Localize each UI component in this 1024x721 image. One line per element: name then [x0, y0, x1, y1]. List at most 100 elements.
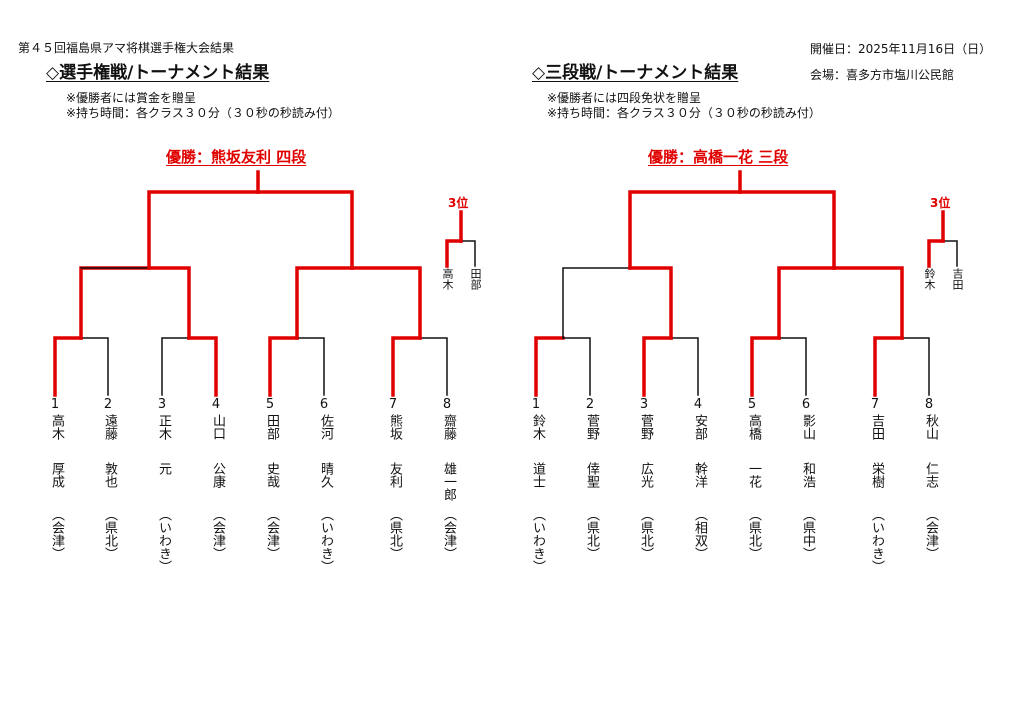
- championship-player-surname: 熊坂: [387, 414, 402, 440]
- area-paren-open: （: [800, 508, 815, 521]
- area-paren-close: ）: [387, 547, 402, 560]
- sandan-player-seed: 4: [693, 397, 703, 412]
- sandan-player-area: （相双）: [689, 508, 707, 560]
- area-paren-open: （: [102, 508, 117, 521]
- area-paren-close: ）: [746, 547, 761, 560]
- sandan-player-seed: 6: [801, 397, 811, 412]
- championship-player-given-name: 敦也: [102, 462, 117, 488]
- championship-player-area-name: 県北: [102, 521, 117, 547]
- championship-player-area-name: 県北: [387, 521, 402, 547]
- sandan-player-given-name: 一花: [746, 462, 761, 488]
- championship-title: ◇選手権戦/トーナメント結果: [46, 63, 270, 83]
- championship-player-area: （いわき）: [153, 508, 171, 573]
- championship-player-area-name: 会津: [49, 521, 64, 547]
- sandan-third-label: 3位: [930, 196, 951, 210]
- championship-player-area-name: 会津: [210, 521, 225, 547]
- championship-player-given-name: 雄一郎: [441, 462, 456, 501]
- area-paren-close: ）: [264, 547, 279, 560]
- sandan-player-surname: 吉田: [869, 414, 884, 440]
- championship-player-area: （県北）: [384, 508, 402, 560]
- sandan-player-area-name: 会津: [923, 521, 938, 547]
- area-paren-open: （: [746, 508, 761, 521]
- championship-third-name: 高木: [441, 268, 454, 290]
- sandan-player-surname: 安部: [692, 414, 707, 440]
- sandan-player-surname: 影山: [800, 414, 815, 440]
- championship-player-surname: 遠藤: [102, 414, 117, 440]
- championship-player-area: （会津）: [438, 508, 456, 560]
- sandan-bracket: [534, 170, 958, 397]
- championship-player-surname: 佐河: [318, 414, 333, 440]
- championship-player-seed: 3: [157, 397, 167, 412]
- championship-player-seed: 7: [388, 397, 398, 412]
- championship-player-area-name: いわき: [318, 521, 333, 560]
- championship-player-seed: 5: [265, 397, 275, 412]
- area-paren-open: （: [869, 508, 884, 521]
- championship-player-surname: 高木: [49, 414, 64, 440]
- sandan-player-given-name: 和浩: [800, 462, 815, 488]
- championship-player-seed: 1: [50, 397, 60, 412]
- sandan-player-given-name: 倖聖: [584, 462, 599, 488]
- area-paren-close: ）: [530, 560, 545, 573]
- area-paren-close: ）: [318, 560, 333, 573]
- championship-player-given-name: 晴久: [318, 462, 333, 488]
- championship-player-seed: 8: [442, 397, 452, 412]
- championship-player-given-name: 友利: [387, 462, 402, 488]
- area-paren-open: （: [638, 508, 653, 521]
- area-paren-close: ）: [210, 547, 225, 560]
- event-venue: 会場：喜多方市塩川公民館: [810, 68, 955, 82]
- sandan-player-seed: 1: [531, 397, 541, 412]
- sandan-player-given-name: 幹洋: [692, 462, 707, 488]
- area-paren-close: ）: [869, 560, 884, 573]
- sandan-third-name: 鈴木: [923, 268, 936, 290]
- sandan-player-area: （県北）: [581, 508, 599, 560]
- championship-player-surname: 正木: [156, 414, 171, 440]
- sandan-player-area-name: いわき: [869, 521, 884, 560]
- championship-player-seed: 6: [319, 397, 329, 412]
- sandan-player-area-name: 県中: [800, 521, 815, 547]
- sandan-player-surname: 菅野: [638, 414, 653, 440]
- sandan-player-area-name: 相双: [692, 521, 707, 547]
- championship-player-seed: 4: [211, 397, 221, 412]
- championship-note-prize: ※優勝者には賞金を贈呈: [66, 91, 197, 105]
- championship-player-area: （会津）: [261, 508, 279, 560]
- sandan-player-surname: 高橋: [746, 414, 761, 440]
- sandan-player-surname: 秋山: [923, 414, 938, 440]
- championship-player-area: （会津）: [207, 508, 225, 560]
- sandan-note-prize: ※優勝者には四段免状を贈呈: [547, 91, 702, 105]
- event-date: 開催日：2025年11月16日（日）: [810, 42, 992, 56]
- sandan-player-area: （県北）: [635, 508, 653, 560]
- championship-player-surname: 田部: [264, 414, 279, 440]
- area-paren-open: （: [923, 508, 938, 521]
- championship-player-given-name: 公康: [210, 462, 225, 488]
- sandan-player-given-name: 道士: [530, 462, 545, 488]
- sandan-player-area-name: 県北: [746, 521, 761, 547]
- sandan-third-name: 吉田: [951, 268, 964, 290]
- area-paren-open: （: [49, 508, 64, 521]
- championship-player-given-name: 元: [156, 462, 171, 475]
- championship-player-area: （いわき）: [315, 508, 333, 573]
- sandan-player-area: （いわき）: [527, 508, 545, 573]
- area-paren-open: （: [318, 508, 333, 521]
- sandan-winner: 優勝：高橋一花 三段: [648, 148, 789, 166]
- sandan-note-time: ※持ち時間：各クラス３０分（３０秒の秒読み付）: [547, 106, 821, 120]
- area-paren-open: （: [156, 508, 171, 521]
- championship-player-area-name: いわき: [156, 521, 171, 560]
- championship-player-given-name: 厚成: [49, 462, 64, 488]
- area-paren-open: （: [692, 508, 707, 521]
- area-paren-close: ）: [49, 547, 64, 560]
- championship-player-area: （県北）: [99, 508, 117, 560]
- area-paren-close: ）: [102, 547, 117, 560]
- championship-third-name: 田部: [469, 268, 482, 290]
- area-paren-close: ）: [800, 547, 815, 560]
- championship-player-surname: 齋藤: [441, 414, 456, 440]
- sandan-player-given-name: 仁志: [923, 462, 938, 488]
- sandan-player-seed: 2: [585, 397, 595, 412]
- sandan-player-given-name: 栄樹: [869, 462, 884, 488]
- sandan-player-seed: 5: [747, 397, 757, 412]
- sandan-player-seed: 3: [639, 397, 649, 412]
- sandan-player-surname: 菅野: [584, 414, 599, 440]
- championship-winner: 優勝：熊坂友利 四段: [166, 148, 307, 166]
- area-paren-open: （: [584, 508, 599, 521]
- sandan-player-seed: 7: [870, 397, 880, 412]
